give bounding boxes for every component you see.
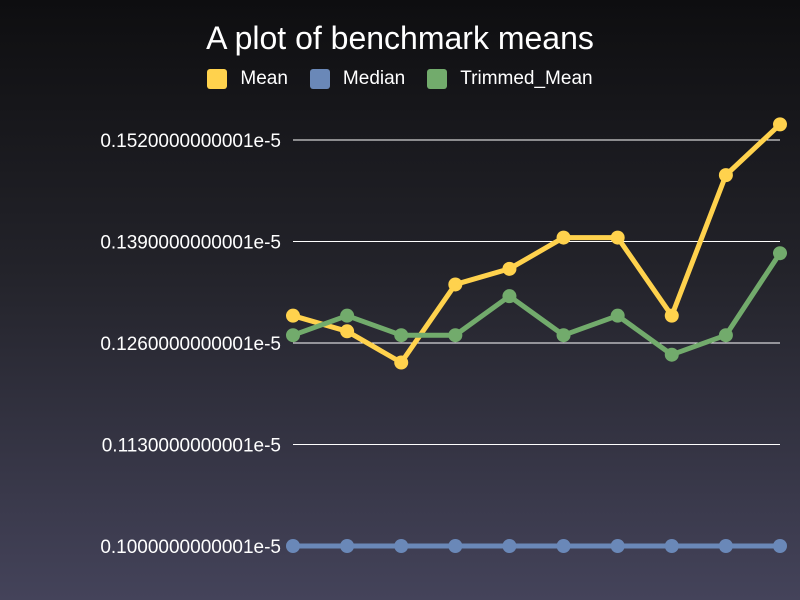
data-point-trimmed-mean-9 — [718, 328, 733, 343]
legend: Mean Median Trimmed_Mean — [0, 68, 800, 90]
data-point-median-2 — [340, 539, 355, 553]
series-line-trimmed-mean — [290, 250, 783, 358]
data-point-mean-8 — [664, 308, 679, 323]
legend-item-median: Median — [309, 68, 406, 90]
data-point-mean-1 — [286, 308, 300, 323]
legend-label-trimmed-mean: Trimmed_Mean — [460, 68, 593, 89]
data-point-median-8 — [664, 539, 679, 553]
legend-label-mean: Mean — [240, 68, 288, 89]
legend-label-median: Median — [342, 68, 406, 89]
data-point-median-7 — [610, 539, 625, 553]
data-point-trimmed-mean-6 — [556, 328, 571, 343]
data-point-mean-5 — [502, 261, 517, 276]
data-point-trimmed-mean-8 — [664, 347, 679, 362]
y-tick-label-1: 0.1130000000001e-5 — [102, 436, 281, 457]
data-point-mean-10 — [773, 117, 787, 132]
legend-swatch-trimmed-mean — [427, 69, 448, 89]
data-point-mean-2 — [340, 324, 355, 339]
data-point-median-6 — [556, 539, 571, 553]
data-point-trimmed-mean-10 — [773, 246, 787, 261]
data-point-mean-9 — [718, 168, 733, 183]
data-point-trimmed-mean-7 — [610, 308, 625, 323]
data-point-trimmed-mean-4 — [448, 328, 463, 343]
data-point-trimmed-mean-5 — [502, 289, 517, 304]
data-point-trimmed-mean-1 — [286, 328, 300, 343]
legend-swatch-median — [309, 69, 330, 89]
y-tick-label-0: 0.1000000000001e-5 — [100, 537, 281, 558]
y-tick-label-2: 0.1260000000001e-5 — [100, 334, 281, 355]
data-point-median-4 — [448, 539, 463, 553]
legend-item-mean: Mean — [207, 68, 288, 90]
data-point-mean-4 — [448, 277, 463, 292]
data-point-median-1 — [286, 539, 300, 553]
data-point-median-3 — [394, 539, 409, 553]
data-point-trimmed-mean-2 — [340, 308, 355, 323]
y-tick-label-3: 0.1390000000001e-5 — [100, 233, 281, 254]
series-line-mean — [290, 121, 783, 366]
data-point-median-9 — [718, 539, 733, 553]
legend-swatch-mean — [207, 69, 228, 89]
data-point-median-10 — [773, 539, 787, 553]
data-point-mean-7 — [610, 230, 625, 245]
data-point-mean-6 — [556, 230, 571, 245]
y-tick-label-4: 0.1520000000001e-5 — [100, 131, 281, 152]
data-point-trimmed-mean-3 — [394, 328, 409, 343]
data-point-median-5 — [502, 539, 517, 553]
chart-title: A plot of benchmark means — [206, 20, 594, 56]
data-point-mean-3 — [394, 355, 409, 370]
legend-item-trimmed-mean: Trimmed_Mean — [427, 68, 593, 90]
